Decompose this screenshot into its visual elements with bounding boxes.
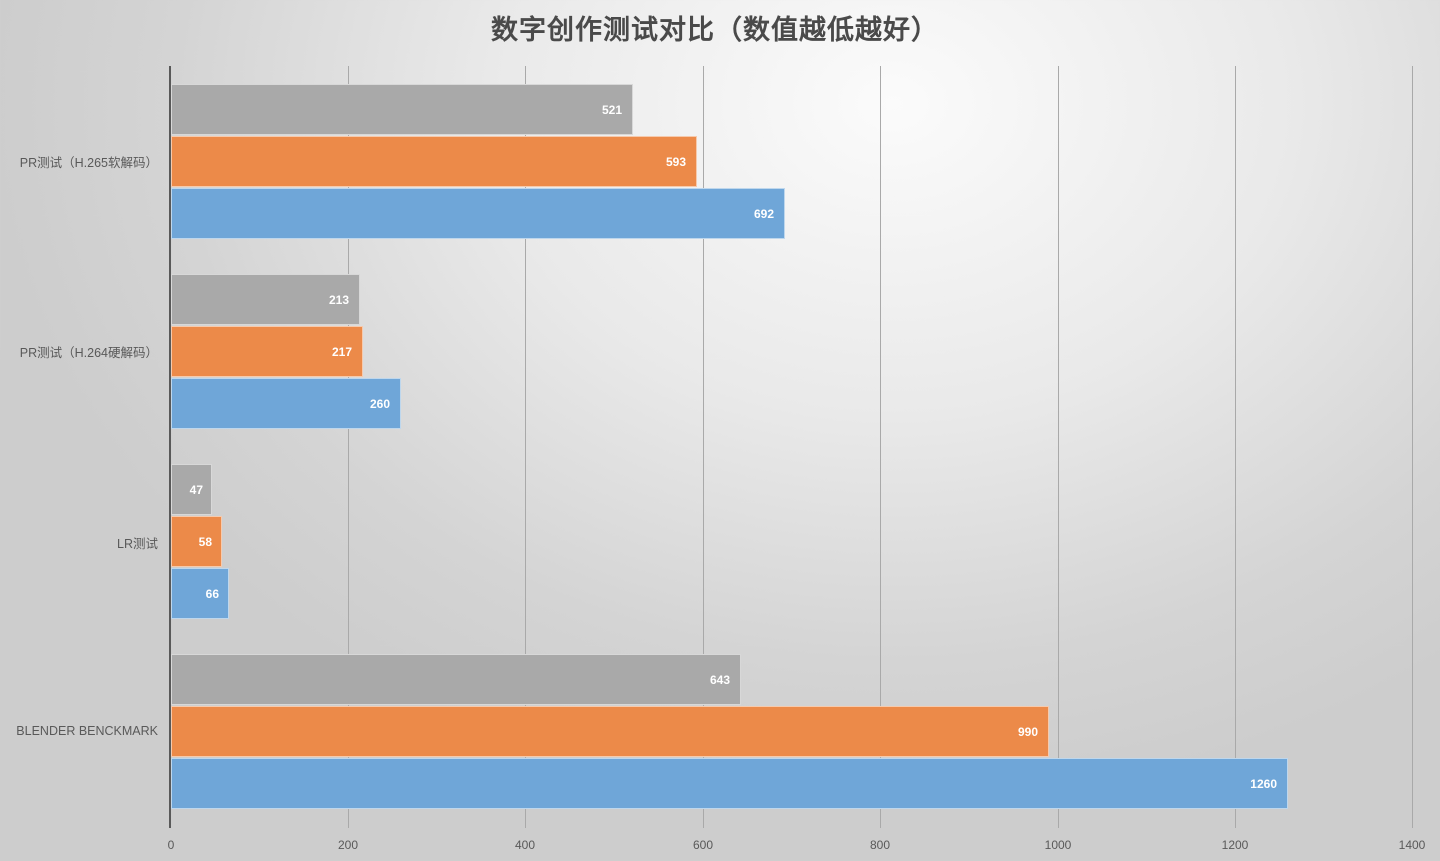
- x-tick-label: 800: [869, 838, 891, 852]
- bar-series2: 990: [171, 706, 1049, 757]
- x-tick-label: 1000: [1044, 838, 1072, 852]
- x-tick-label: 200: [337, 838, 359, 852]
- bar-series2: 217: [171, 326, 363, 377]
- chart-title: 数字创作测试对比（数值越低越好）: [491, 15, 939, 45]
- bar-series1: 47: [171, 464, 212, 515]
- bar-series2: 593: [171, 136, 697, 187]
- gridline: [880, 66, 881, 828]
- bar-series1: 521: [171, 84, 633, 135]
- bar-series3: 692: [171, 188, 785, 239]
- x-tick-label: 600: [692, 838, 714, 852]
- x-tick-label: 0: [167, 838, 175, 852]
- bar-series3: 66: [171, 568, 229, 619]
- data-label: 260: [369, 396, 390, 411]
- gridline: [1235, 66, 1236, 828]
- category-label: LR测试: [117, 537, 158, 551]
- category-label: PR测试（H.264硬解码）: [19, 346, 158, 360]
- data-label: 1260: [1250, 776, 1277, 791]
- data-label: 213: [328, 292, 349, 307]
- gridline: [525, 66, 526, 828]
- data-label: 593: [665, 154, 686, 169]
- data-label: 217: [331, 344, 352, 359]
- gridline: [348, 66, 349, 828]
- gridline: [1412, 66, 1413, 828]
- bar-series3: 260: [171, 378, 401, 429]
- data-label: 692: [753, 206, 774, 221]
- data-label: 47: [189, 482, 203, 497]
- data-label: 643: [709, 672, 730, 687]
- bar-series1: 643: [171, 654, 741, 705]
- category-label: PR测试（H.265软解码）: [19, 156, 158, 170]
- x-tick-label: 400: [514, 838, 536, 852]
- category-label: BLENDER BENCKMARK: [16, 724, 158, 738]
- x-tick-label: 1200: [1221, 838, 1249, 852]
- x-tick-label: 1400: [1398, 838, 1426, 852]
- gridline: [1058, 66, 1059, 828]
- data-label: 521: [601, 102, 622, 117]
- data-label: 58: [198, 534, 212, 549]
- bar-series3: 1260: [171, 758, 1288, 809]
- data-label: 990: [1017, 724, 1038, 739]
- bar-series2: 58: [171, 516, 222, 567]
- plot-area: 521 593 692 213 217 260 47 58 66 643 990…: [171, 66, 1413, 828]
- y-axis-line: [169, 66, 171, 828]
- bar-series1: 213: [171, 274, 360, 325]
- gridline: [703, 66, 704, 828]
- data-label: 66: [205, 586, 219, 601]
